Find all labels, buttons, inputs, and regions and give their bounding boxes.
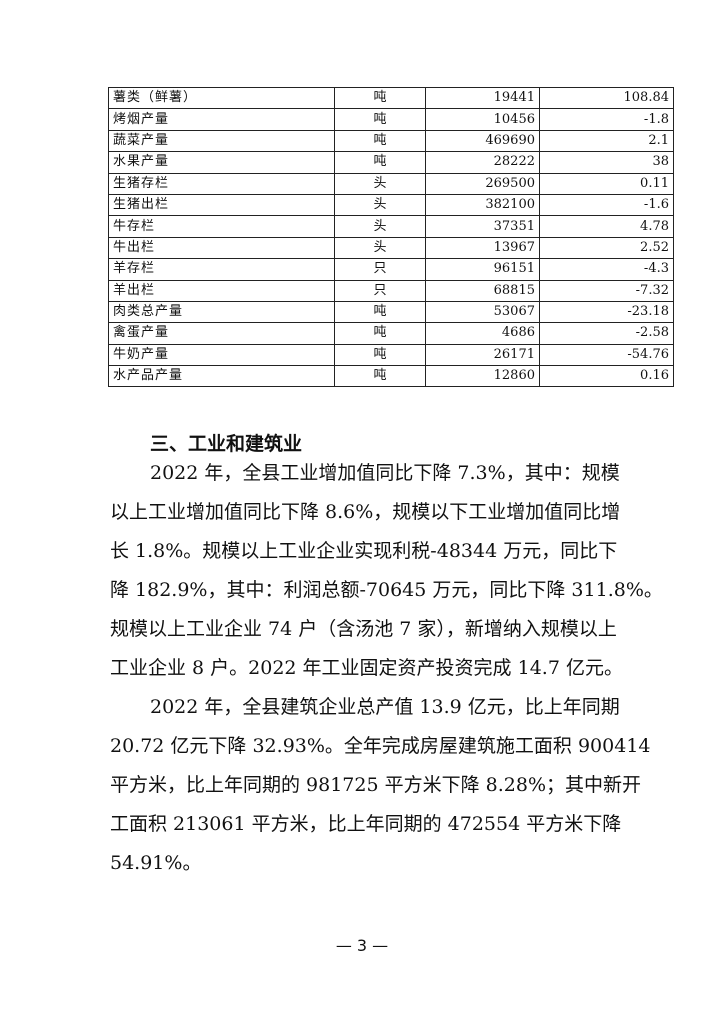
paragraph-line: 平方米，比上年同期的 981725 平方米下降 8.28%；其中新开 xyxy=(110,774,642,796)
row-change: 108.84 xyxy=(539,86,674,110)
row-value: 13967 xyxy=(425,236,540,260)
paragraph-line: 工业企业 8 户。2022 年工业固定资产投资完成 14.7 亿元。 xyxy=(110,657,623,679)
row-name: 水果产量 xyxy=(108,151,335,174)
row-value: 382100 xyxy=(425,193,540,217)
row-unit: 头 xyxy=(334,236,426,260)
row-unit: 吨 xyxy=(334,343,426,367)
row-name: 蔬菜产量 xyxy=(108,129,335,153)
row-name: 烤烟产量 xyxy=(108,108,335,131)
table-row: 羊存栏只 96151 -4.3 xyxy=(108,258,674,281)
row-unit: 吨 xyxy=(334,322,426,345)
row-value: 68815 xyxy=(425,279,540,302)
agriculture-table: 薯类（鲜薯）吨 19441 108.84 烤烟产量吨 10456 -1.8 蔬菜产量吨 469… xyxy=(108,86,674,388)
page-number: — 3 — xyxy=(335,936,389,955)
table-row: 烤烟产量吨 10456 -1.8 xyxy=(108,108,674,131)
paragraph-line: 工面积 213061 平方米，比上年同期的 472554 平方米下降 xyxy=(110,813,622,835)
row-unit: 只 xyxy=(334,258,426,281)
paragraph-line: 54.91%。 xyxy=(110,852,202,874)
row-unit: 吨 xyxy=(334,365,426,388)
row-unit: 只 xyxy=(334,279,426,302)
row-name: 牛奶产量 xyxy=(108,343,335,367)
table-row: 生猪存栏头 269500 0.11 xyxy=(108,172,674,195)
table-row: 薯类（鲜薯）吨 19441 108.84 xyxy=(108,86,674,110)
row-change: 38 xyxy=(539,151,674,174)
row-value: 37351 xyxy=(425,215,540,238)
paragraph-line: 长 1.8%。规模以上工业企业实现利税-48344 万元，同比下 xyxy=(110,540,618,562)
table-row: 牛出栏头 13967 2.52 xyxy=(108,236,674,260)
row-value: 53067 xyxy=(425,300,540,324)
row-unit: 头 xyxy=(334,172,426,195)
table-row: 肉类总产量吨 53067 -23.18 xyxy=(108,300,674,324)
table-row: 禽蛋产量吨 4686 -2.58 xyxy=(108,322,674,345)
paragraph-line: 规模以上工业企业 74 户（含汤池 7 家），新增纳入规模以上 xyxy=(110,618,617,640)
row-name: 肉类总产量 xyxy=(108,300,335,324)
row-name: 生猪存栏 xyxy=(108,172,335,195)
row-change: 0.11 xyxy=(539,172,674,195)
paragraph-line: 以上工业增加值同比下降 8.6%，规模以下工业增加值同比增 xyxy=(110,501,621,523)
row-change: -2.58 xyxy=(539,322,674,345)
row-value: 28222 xyxy=(425,151,540,174)
row-unit: 头 xyxy=(334,193,426,217)
row-change: 2.52 xyxy=(539,236,674,260)
row-name: 牛存栏 xyxy=(108,215,335,238)
row-change: -54.76 xyxy=(539,343,674,367)
row-name: 薯类（鲜薯） xyxy=(108,86,335,110)
row-name: 牛出栏 xyxy=(108,236,335,260)
row-value: 469690 xyxy=(425,129,540,153)
row-unit: 吨 xyxy=(334,129,426,153)
row-value: 19441 xyxy=(425,86,540,110)
table-row: 羊出栏只 68815 -7.32 xyxy=(108,279,674,302)
row-change: -23.18 xyxy=(539,300,674,324)
row-name: 禽蛋产量 xyxy=(108,322,335,345)
row-name: 羊出栏 xyxy=(108,279,335,302)
paragraph-line: 降 182.9%，其中：利润总额-70645 万元，同比下降 311.8%。 xyxy=(110,579,663,601)
row-change: -1.6 xyxy=(539,193,674,217)
paragraph-line: 2022 年，全县建筑企业总产值 13.9 亿元，比上年同期 xyxy=(150,696,620,718)
row-change: -4.3 xyxy=(539,258,674,281)
row-change: 4.78 xyxy=(539,215,674,238)
row-unit: 吨 xyxy=(334,108,426,131)
paragraph-line: 2022 年，全县工业增加值同比下降 7.3%，其中：规模 xyxy=(150,462,620,484)
row-value: 26171 xyxy=(425,343,540,367)
section-heading: 三、工业和建筑业 xyxy=(150,433,303,455)
row-value: 4686 xyxy=(425,322,540,345)
row-change: -1.8 xyxy=(539,108,674,131)
table-row: 牛存栏头 37351 4.78 xyxy=(108,215,674,238)
table-row: 水果产量吨 28222 38 xyxy=(108,151,674,174)
row-unit: 吨 xyxy=(334,151,426,174)
row-value: 12860 xyxy=(425,365,540,388)
row-unit: 吨 xyxy=(334,86,426,110)
table-row: 水产品产量吨 12860 0.16 xyxy=(108,365,674,388)
row-value: 269500 xyxy=(425,172,540,195)
paragraph-line: 20.72 亿元下降 32.93%。全年完成房屋建筑施工面积 900414 xyxy=(110,735,651,757)
row-unit: 吨 xyxy=(334,300,426,324)
row-change: -7.32 xyxy=(539,279,674,302)
row-value: 10456 xyxy=(425,108,540,131)
table-row: 生猪出栏头 382100 -1.6 xyxy=(108,193,674,217)
row-change: 0.16 xyxy=(539,365,674,388)
row-change: 2.1 xyxy=(539,129,674,153)
table-row: 牛奶产量吨 26171 -54.76 xyxy=(108,343,674,367)
row-unit: 头 xyxy=(334,215,426,238)
row-value: 96151 xyxy=(425,258,540,281)
table-row: 蔬菜产量吨 469690 2.1 xyxy=(108,129,674,153)
row-name: 羊存栏 xyxy=(108,258,335,281)
row-name: 生猪出栏 xyxy=(108,193,335,217)
row-name: 水产品产量 xyxy=(108,365,335,388)
